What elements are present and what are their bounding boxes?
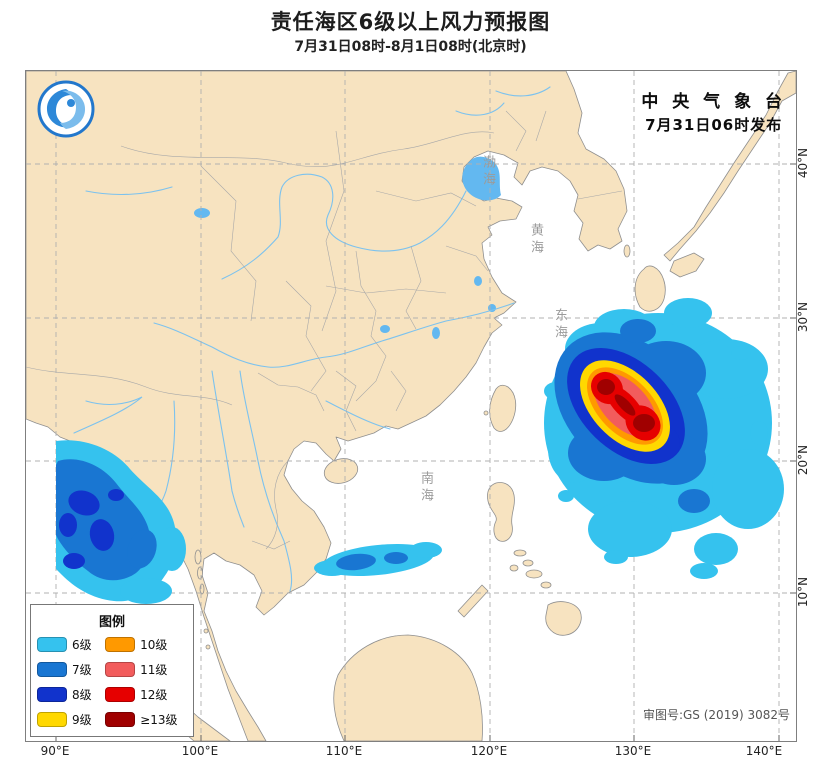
legend-item-9: 9级 [37,711,101,728]
legend-swatch-8 [37,687,67,702]
admin-boundaries [26,110,623,550]
map-approval-number: 审图号:GS (2019) 3082号 [642,708,790,722]
legend-label-6: 6级 [72,638,92,652]
legend-label-7: 7级 [72,663,92,677]
lon-label-90e: 90°E [40,744,70,758]
lat-label-40n: 40°N [796,147,810,179]
wind-level13-region [597,379,655,432]
lat-label-10n: 10°N [796,576,810,608]
legend: 图例 6级 7级 8级 9级 [30,604,194,737]
lon-label-140e: 140°E [745,744,783,758]
legend-item-6: 6级 [37,636,101,653]
bohai-sea [462,156,501,201]
legend-swatch-6 [37,637,67,652]
cma-logo-icon [37,80,95,138]
page-title: 责任海区6级以上风力预报图 [270,10,551,34]
agency-block: 中 央 气 象 台 7月31日06时发布 [641,87,786,135]
legend-title: 图例 [98,615,125,630]
lon-label-110e: 110°E [325,744,363,758]
island-honshu [663,71,796,262]
legend-label-12: 12级 [140,688,168,702]
sea-label-bohai: 渤海 [480,155,495,189]
island-mindanao [545,601,582,636]
legend-item-7: 7级 [37,661,101,678]
legend-label-8: 8级 [72,688,92,702]
issue-time: 7月31日06时发布 [645,116,783,134]
lon-label-130e: 130°E [614,744,652,758]
lon-label-100e: 100°E [181,744,219,758]
rivers [73,86,551,592]
legend-item-10: 10级 [105,636,187,653]
legend-swatch-13 [105,712,136,727]
island-kyushu [634,265,666,312]
legend-grid: 6级 7级 8级 9级 10级 [37,636,187,728]
sea-label-south-china-sea: 南海 [418,471,433,505]
island-tsushima [623,244,631,258]
legend-swatch-12 [105,687,136,702]
legend-label-10: 10级 [140,638,168,652]
lat-label-30n: 30°N [796,301,810,333]
legend-label-11: 11级 [140,663,168,677]
island-borneo [333,634,483,741]
island-shikoku [669,252,705,278]
qinghai-lake [194,208,210,218]
inland-waters [194,156,501,339]
legend-swatch-10 [105,637,136,652]
land-masses [26,71,796,741]
legend-item-8: 8级 [37,686,101,703]
mainland-asia [26,71,628,741]
sea-label-yellow-sea: 黄海 [528,223,543,257]
axis-ticks [55,163,796,741]
legend-label-13: ≥13级 [140,713,178,727]
sea-label-east-china-sea: 东海 [552,308,567,342]
legend-item-11: 11级 [105,661,187,678]
legend-swatch-11 [105,662,136,677]
map-frame: 中 央 气 象 台 7月31日06时发布 渤海 黄海 东海 南海 图例 6级 7… [25,70,797,742]
island-hainan [323,458,359,484]
legend-item-13: ≥13级 [105,711,187,728]
map-canvas [26,71,796,741]
legend-label-9: 9级 [72,713,92,727]
lat-label-20n: 20°N [796,444,810,476]
legend-swatch-7 [37,662,67,677]
island-luzon [487,482,515,542]
lon-label-120e: 120°E [470,744,508,758]
agency-name: 中 央 气 象 台 [641,92,786,112]
page-subtitle: 7月31日08时-8月1日08时(北京时) [294,39,527,55]
legend-item-12: 12级 [105,686,187,703]
legend-swatch-9 [37,712,67,727]
